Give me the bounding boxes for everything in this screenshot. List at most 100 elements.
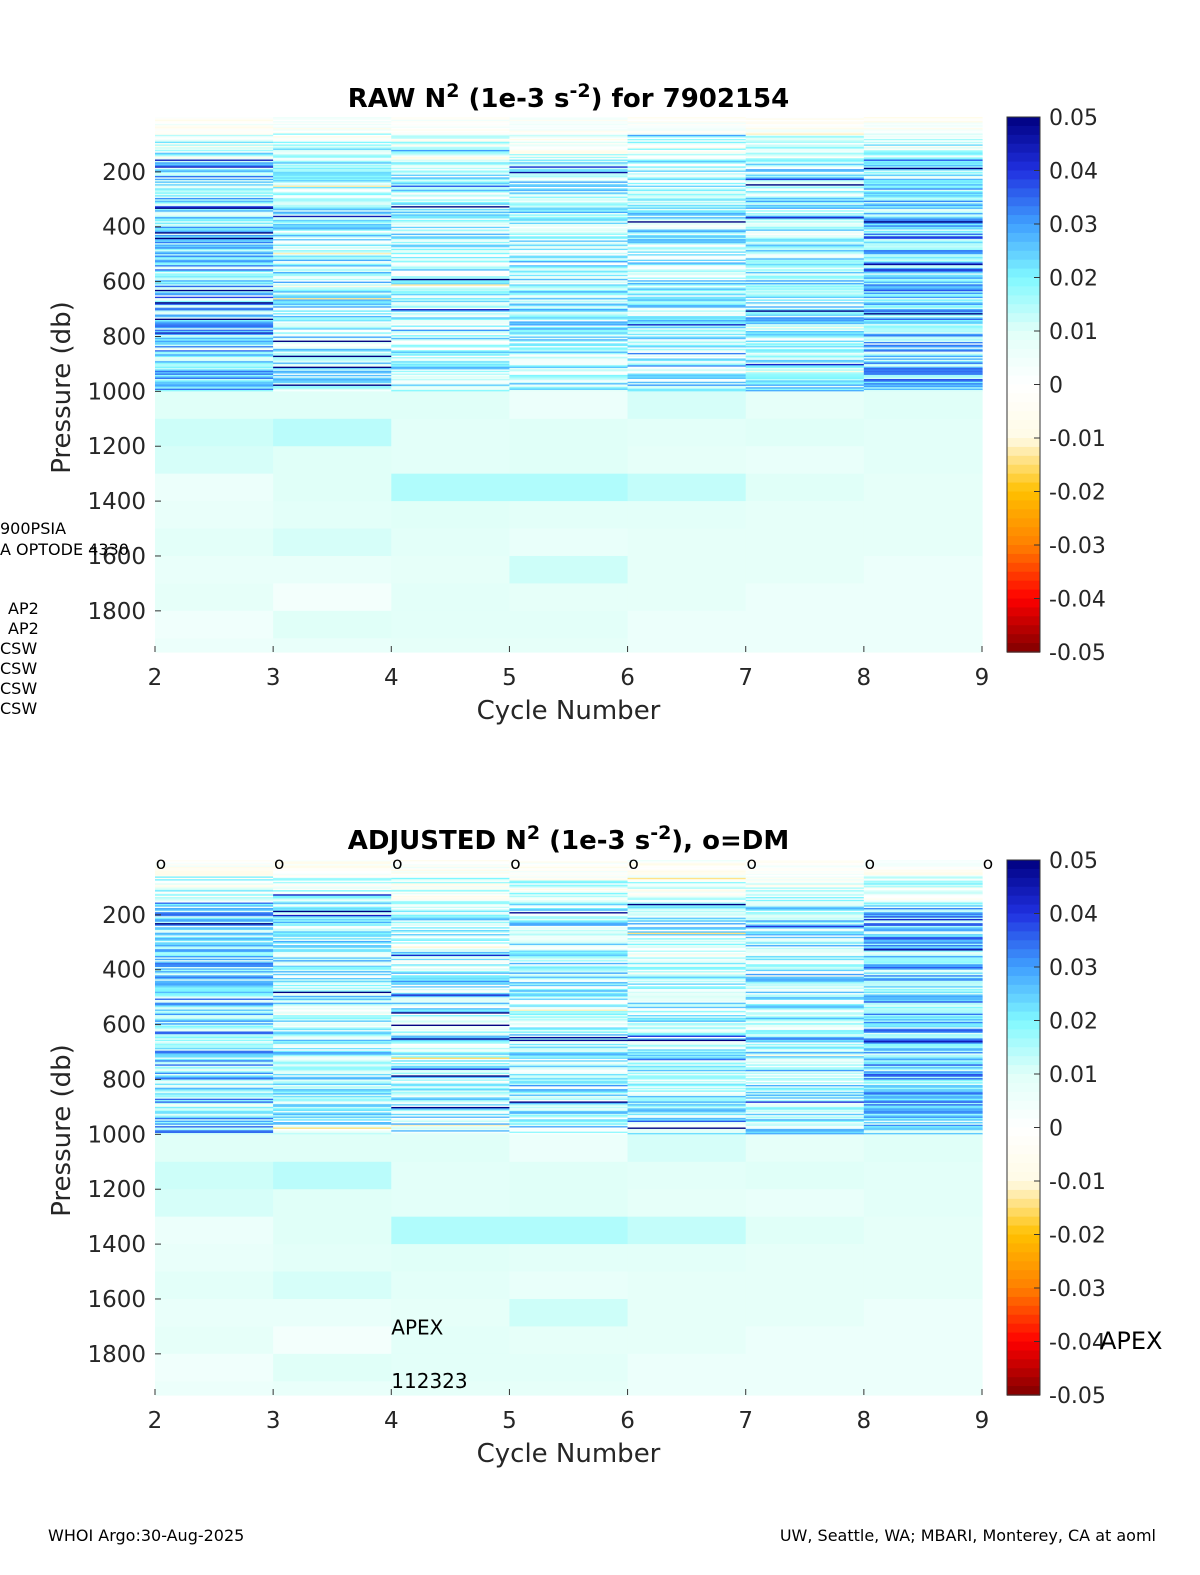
heatmap-cell bbox=[273, 250, 392, 253]
heatmap-cell bbox=[863, 879, 983, 882]
heatmap-cell bbox=[391, 1072, 511, 1075]
heatmap-cell bbox=[273, 158, 392, 161]
heatmap-cell bbox=[627, 1035, 747, 1038]
heatmap-cell bbox=[627, 899, 747, 902]
heatmap-cell bbox=[155, 267, 274, 270]
heatmap-cell bbox=[273, 1043, 392, 1046]
heatmap-cell bbox=[745, 126, 865, 129]
heatmap-cell bbox=[155, 118, 274, 121]
heatmap-cell bbox=[627, 1006, 747, 1009]
heatmap-cell bbox=[863, 1086, 983, 1089]
heatmap-cell bbox=[745, 897, 865, 900]
heatmap-cell bbox=[745, 241, 865, 244]
heatmap-cell bbox=[155, 927, 274, 930]
heatmap-cell bbox=[745, 555, 865, 585]
heatmap-cell bbox=[509, 1008, 629, 1011]
heatmap-cell bbox=[155, 950, 274, 953]
heatmap-cell bbox=[627, 1122, 747, 1124]
heatmap-cell bbox=[863, 324, 983, 327]
heatmap-cell bbox=[391, 1034, 511, 1037]
heatmap-cell bbox=[863, 243, 983, 246]
heatmap-cell bbox=[627, 888, 747, 891]
heatmap-cell bbox=[391, 1046, 511, 1049]
heatmap-cell bbox=[391, 181, 511, 184]
heatmap-cell bbox=[273, 1041, 392, 1044]
heatmap-cell bbox=[509, 359, 629, 362]
heatmap-cell bbox=[391, 333, 511, 336]
heatmap-cell bbox=[273, 1082, 392, 1085]
heatmap-cell bbox=[745, 357, 865, 360]
heatmap-cell bbox=[155, 990, 274, 993]
heatmap-cell bbox=[627, 931, 747, 934]
heatmap-cell bbox=[863, 1126, 983, 1129]
heatmap-cell bbox=[273, 156, 392, 159]
heatmap-cell bbox=[391, 1043, 511, 1046]
heatmap-cell bbox=[509, 987, 629, 990]
heatmap-cell bbox=[863, 1097, 983, 1100]
heatmap-cell bbox=[863, 943, 983, 946]
heatmap-cell bbox=[155, 351, 274, 354]
heatmap-cell bbox=[391, 276, 511, 279]
heatmap-cell bbox=[155, 1004, 274, 1007]
heatmap-cell bbox=[627, 140, 747, 143]
heatmap-cell bbox=[863, 277, 983, 280]
heatmap-cell bbox=[155, 203, 274, 206]
heatmap-cell bbox=[273, 370, 392, 373]
heatmap-cell bbox=[273, 993, 392, 996]
heatmap-cell bbox=[391, 361, 511, 364]
heatmap-cell bbox=[391, 997, 511, 1000]
heatmap-cell bbox=[627, 1082, 747, 1085]
heatmap-cell bbox=[155, 995, 274, 998]
heatmap-cell bbox=[745, 1057, 865, 1060]
heatmap-cell bbox=[627, 121, 747, 124]
heatmap-cell bbox=[155, 1091, 274, 1094]
heatmap-cell bbox=[509, 1089, 629, 1092]
colorbar-segment bbox=[1007, 331, 1040, 341]
heatmap-cell bbox=[509, 1100, 629, 1103]
heatmap-cell bbox=[627, 129, 747, 132]
heatmap-cell bbox=[273, 381, 392, 384]
heatmap-cell bbox=[863, 137, 983, 140]
heatmap-cell bbox=[745, 921, 865, 924]
heatmap-cell bbox=[863, 331, 983, 333]
heatmap-cell bbox=[155, 134, 274, 137]
colorbar-segment bbox=[1007, 224, 1040, 234]
heatmap-cell bbox=[863, 351, 983, 354]
heatmap-cell bbox=[745, 117, 865, 119]
heatmap-cell bbox=[627, 200, 747, 203]
colorbar-segment bbox=[1007, 1002, 1040, 1013]
heatmap-cell bbox=[273, 219, 392, 222]
heatmap-cell bbox=[273, 1113, 392, 1116]
heatmap-cell bbox=[863, 1161, 983, 1190]
heatmap-cell bbox=[509, 1101, 629, 1104]
heatmap-cell bbox=[155, 984, 274, 987]
heatmap-cell bbox=[273, 1038, 392, 1041]
heatmap-cell bbox=[273, 997, 392, 1000]
heatmap-cell bbox=[155, 977, 274, 980]
heatmap-cell bbox=[509, 967, 629, 969]
heatmap-cell bbox=[273, 285, 392, 288]
heatmap-cell bbox=[391, 237, 511, 240]
heatmap-cell bbox=[509, 315, 629, 318]
heatmap-cell bbox=[627, 920, 747, 923]
heatmap-cell bbox=[745, 995, 865, 998]
heatmap-cell bbox=[155, 322, 274, 325]
heatmap-cell bbox=[273, 886, 392, 889]
heatmap-cell bbox=[391, 295, 511, 298]
heatmap-cell bbox=[509, 174, 629, 177]
heatmap-cell bbox=[509, 336, 629, 339]
heatmap-cell bbox=[745, 1032, 865, 1035]
heatmap-cell bbox=[155, 262, 274, 265]
heatmap-cell bbox=[509, 245, 629, 248]
heatmap-cell bbox=[627, 877, 747, 880]
heatmap-cell bbox=[627, 1069, 747, 1072]
heatmap-cell bbox=[273, 141, 392, 144]
heatmap-cell bbox=[745, 991, 865, 994]
heatmap-cell bbox=[863, 901, 983, 904]
heatmap-cell bbox=[155, 920, 274, 923]
heatmap-cell bbox=[155, 918, 274, 921]
y-axis-label: Pressure (db) bbox=[47, 1044, 77, 1217]
x-tick-label: 5 bbox=[502, 1408, 517, 1434]
colorbar-segment bbox=[1007, 958, 1040, 968]
heatmap-cell bbox=[273, 195, 392, 198]
